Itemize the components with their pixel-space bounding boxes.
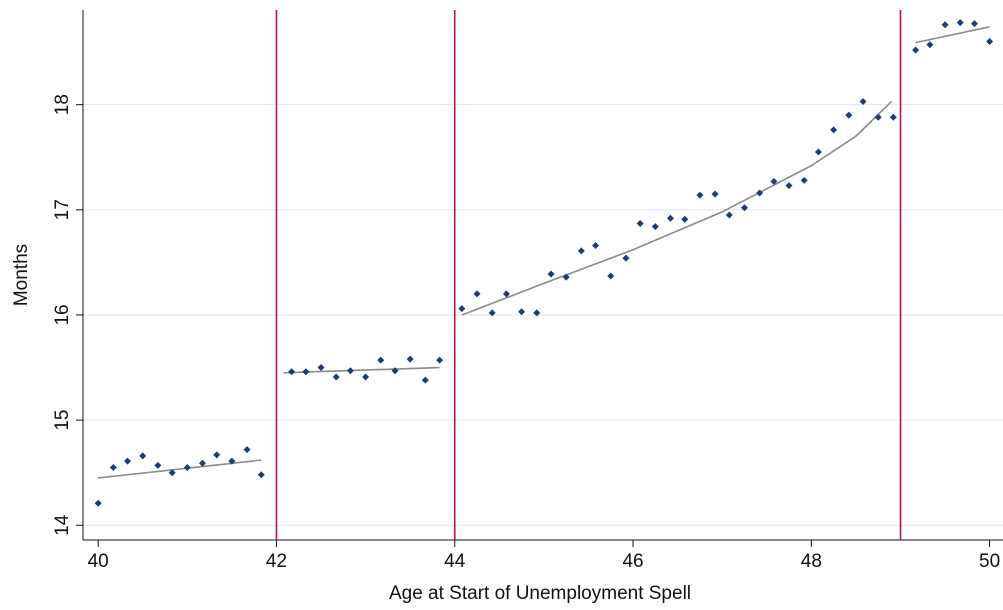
data-point <box>912 46 920 54</box>
data-point <box>770 177 778 185</box>
data-point <box>391 367 399 375</box>
x-tick-label: 48 <box>801 551 822 572</box>
data-point <box>859 97 867 105</box>
data-point <box>406 355 414 363</box>
data-point <box>651 223 659 231</box>
data-point <box>577 247 585 255</box>
data-point <box>607 272 615 280</box>
y-tick-label: 14 <box>52 514 73 536</box>
data-point <box>288 368 296 376</box>
data-point <box>785 182 793 190</box>
data-point <box>874 113 882 121</box>
data-point <box>228 457 236 465</box>
data-point <box>666 214 674 222</box>
data-point <box>302 368 310 376</box>
data-point <box>814 148 822 156</box>
fit-line <box>283 366 440 374</box>
data-point <box>488 309 496 317</box>
data-point <box>740 204 748 212</box>
fit-line <box>98 459 262 479</box>
data-point <box>830 126 838 134</box>
data-point <box>926 41 934 49</box>
data-point <box>636 219 644 227</box>
data-point <box>547 270 555 278</box>
data-point <box>168 469 176 477</box>
data-point <box>562 273 570 281</box>
fit-line <box>461 100 893 316</box>
y-axis-label: Months <box>11 244 32 306</box>
data-point <box>756 189 764 197</box>
data-point <box>956 19 964 27</box>
data-point <box>725 211 733 219</box>
data-point <box>317 364 325 372</box>
data-point <box>362 373 370 381</box>
data-point <box>533 309 541 317</box>
data-point <box>183 463 191 471</box>
x-tick-label: 44 <box>444 551 466 572</box>
data-point <box>502 290 510 298</box>
data-point <box>970 20 978 28</box>
data-point <box>421 376 429 384</box>
data-point <box>592 242 600 250</box>
y-tick-label: 16 <box>52 304 73 325</box>
y-tick-label: 15 <box>52 410 73 431</box>
data-point <box>696 191 704 199</box>
data-point <box>436 356 444 364</box>
x-axis-label: Age at Start of Unemployment Spell <box>389 583 691 604</box>
data-point <box>518 308 526 316</box>
data-point <box>845 111 853 119</box>
data-point <box>346 367 354 375</box>
x-tick-label: 50 <box>979 551 1000 572</box>
data-point <box>139 452 147 460</box>
y-tick-label: 17 <box>52 199 73 220</box>
data-point <box>94 499 102 507</box>
data-point <box>243 446 251 454</box>
data-point <box>889 113 897 121</box>
data-point <box>124 457 132 465</box>
x-tick-label: 46 <box>622 551 643 572</box>
y-tick-label: 18 <box>52 94 73 115</box>
data-point <box>711 190 719 198</box>
data-point <box>622 254 630 262</box>
data-point <box>377 356 385 364</box>
x-tick-label: 40 <box>88 551 109 572</box>
data-point <box>941 21 949 29</box>
data-point <box>473 290 481 298</box>
x-tick-label: 42 <box>266 551 287 572</box>
data-point <box>257 471 265 479</box>
data-point <box>213 451 221 459</box>
data-point <box>458 305 466 313</box>
data-point <box>109 463 117 471</box>
data-point <box>198 459 206 467</box>
data-point <box>986 38 994 46</box>
data-point <box>681 215 689 223</box>
data-point <box>800 176 808 184</box>
data-point <box>332 373 340 381</box>
data-point <box>154 461 162 469</box>
fit-line <box>915 26 990 44</box>
